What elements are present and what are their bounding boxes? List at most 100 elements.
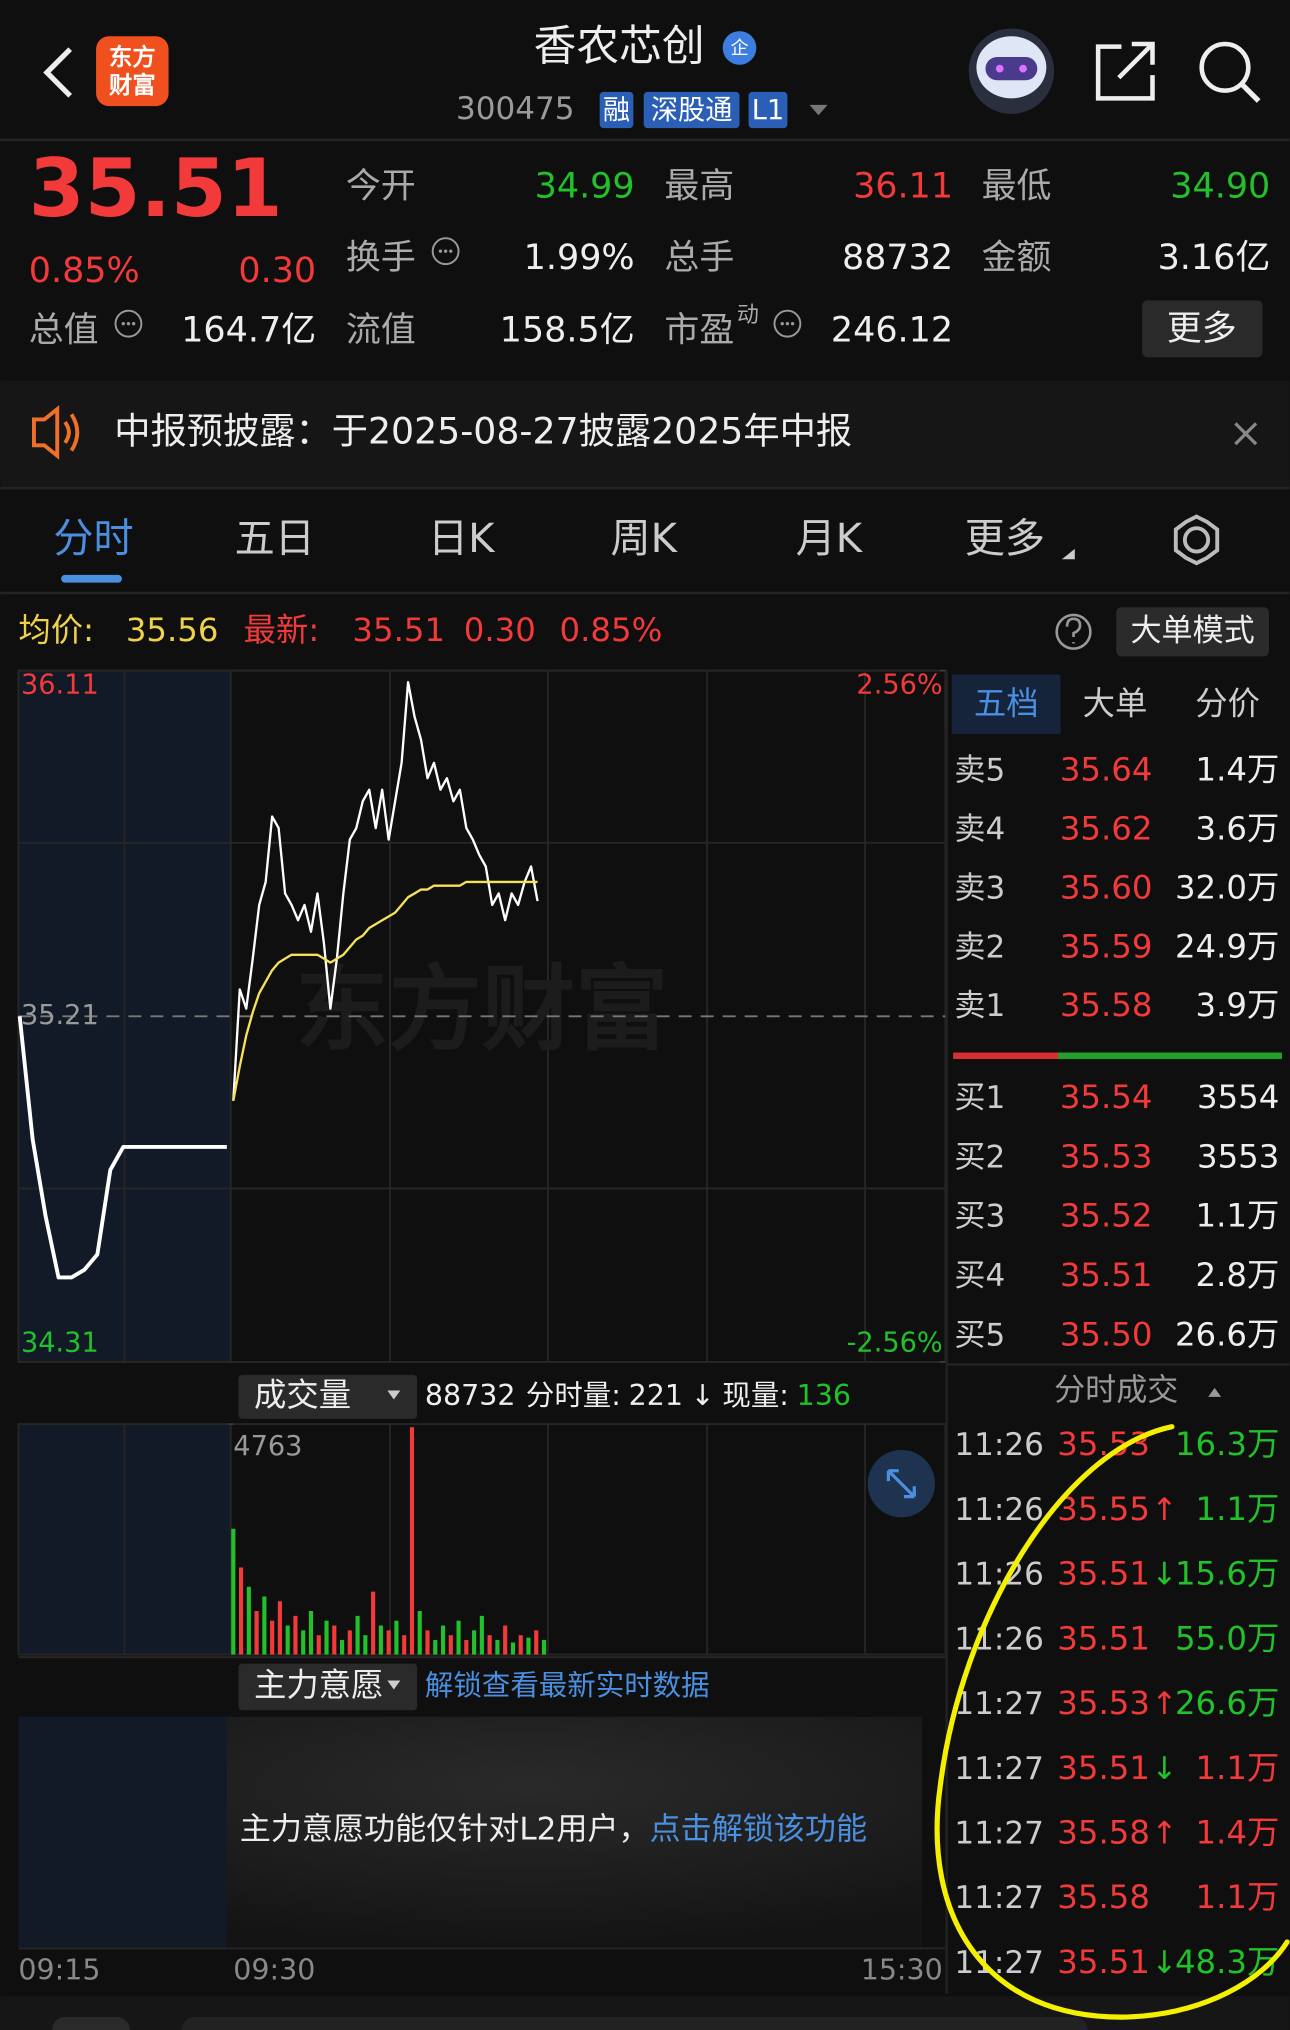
mode-button[interactable] [1116, 607, 1270, 657]
unlock-link[interactable]: 解锁查看最新实时数据 [425, 1669, 710, 1702]
field-value: 164.7亿 [181, 310, 316, 350]
volume-bar [541, 1640, 547, 1655]
book-volume: 2.8万 [1196, 1256, 1280, 1294]
share-button[interactable] [1095, 41, 1155, 101]
field-label: 总值 [29, 310, 99, 350]
info-icon[interactable] [773, 309, 802, 338]
info-dot [121, 321, 125, 326]
message-link[interactable]: 点击解锁该功能 [650, 1812, 867, 1848]
info-dot [443, 249, 448, 253]
book-label: 买1 [954, 1080, 1005, 1116]
field-value: 88732 [842, 238, 953, 278]
trade-volume: 15.6万 [1175, 1555, 1279, 1593]
volume-bar [510, 1642, 516, 1655]
close-notice[interactable] [1234, 422, 1258, 446]
field-label: 今开 [346, 167, 416, 207]
notice-bar[interactable] [0, 380, 1290, 487]
y2-tick-label: 2.56% [856, 670, 942, 701]
book-volume: 3.9万 [1196, 986, 1280, 1024]
volume-current-volume: 136 [797, 1379, 851, 1412]
field-value: 246.12 [831, 310, 953, 350]
auction-region [18, 1716, 227, 1948]
book-volume: 3554 [1197, 1078, 1279, 1116]
trade-arrow: ↓ [1151, 1557, 1177, 1593]
volume-bar [534, 1630, 539, 1655]
tab[interactable]: 周K [610, 516, 678, 562]
locked-message: 主力意愿功能仅针对L2用户，点击解锁该功能 [240, 1812, 867, 1848]
info-icon[interactable] [114, 309, 143, 338]
volume-bar [270, 1620, 275, 1655]
book-price: 35.53 [1060, 1137, 1153, 1175]
speaker-icon [31, 405, 80, 460]
settings-gear [1173, 514, 1220, 566]
tab[interactable]: 月K [796, 516, 864, 562]
avatar-eye [1019, 64, 1027, 73]
tab[interactable]: 更多 [965, 516, 1045, 562]
book-label: 买5 [954, 1317, 1005, 1353]
tab[interactable]: 日K [428, 516, 496, 562]
trades-sort [1208, 1387, 1222, 1397]
book-price: 35.51 [1060, 1256, 1153, 1294]
volume-bar [363, 1635, 368, 1655]
trades-title: 分时成交 [1054, 1373, 1178, 1409]
tab[interactable]: 分时 [53, 516, 133, 562]
volume-minute-volume: 221 [629, 1379, 683, 1412]
app-logo[interactable] [96, 36, 169, 107]
field-value: 34.90 [1170, 167, 1270, 207]
dropdown-arrow[interactable] [809, 104, 828, 116]
message: 主力意愿功能仅针对L2用户， [240, 1812, 650, 1848]
volume-bar [526, 1637, 531, 1655]
help-icon[interactable] [1055, 613, 1092, 650]
book-label: 买4 [954, 1258, 1005, 1294]
tab[interactable]: 五日 [235, 516, 315, 562]
more-button[interactable] [1142, 300, 1263, 358]
volume-bar [262, 1596, 267, 1655]
logo-text: 财富 [109, 71, 156, 99]
info-icon[interactable] [431, 237, 460, 266]
book-tab[interactable]: 五档 [974, 685, 1039, 723]
volume-summary: 88732 分时量: 221 ↓ 现量: 136 [425, 1379, 851, 1412]
latest-change: 0.30 [464, 611, 536, 649]
book-tab-active [951, 674, 1061, 735]
volume-bar [518, 1635, 523, 1655]
book-label: 卖4 [954, 812, 1005, 848]
bottom-button[interactable] [52, 2017, 130, 2030]
more-label: 更多 [1167, 309, 1237, 349]
book-tab[interactable]: 大单 [1083, 685, 1148, 723]
sell-strength [953, 1052, 1058, 1060]
volume-bar [378, 1625, 383, 1655]
period-tabs: 分时 五日 日K 周K 月K 更多 [53, 516, 1075, 583]
book-price: 35.54 [1060, 1078, 1153, 1116]
trade-arrow: ↑ [1151, 1686, 1177, 1722]
indicator-selector[interactable] [238, 1663, 418, 1711]
buy-strength [1057, 1052, 1282, 1060]
info-dot [449, 249, 453, 253]
book-price: 35.58 [1060, 986, 1153, 1024]
trade-volume: 16.3万 [1175, 1425, 1279, 1463]
latest-price: 35.51 [352, 611, 445, 649]
trade-volume: 55.0万 [1175, 1619, 1279, 1657]
volume-bar [503, 1625, 508, 1655]
volume-arrow: ↓ [691, 1379, 715, 1412]
volume-bar [316, 1635, 321, 1655]
avg-label: 均价: [18, 611, 94, 649]
volume-bar [254, 1611, 259, 1655]
book-tab[interactable]: 分价 [1195, 685, 1260, 723]
book-volume: 1.4万 [1196, 751, 1280, 789]
trade-volume: 1.1万 [1196, 1749, 1280, 1787]
trade-time: 11:27 [954, 1751, 1044, 1787]
search-button[interactable] [1199, 41, 1251, 93]
volume-bar [409, 1427, 415, 1655]
volume-selector[interactable] [238, 1374, 418, 1419]
book-volume: 3553 [1197, 1137, 1279, 1175]
back-button[interactable] [43, 47, 73, 98]
volume-bar [472, 1630, 477, 1655]
book-price: 35.52 [1060, 1197, 1153, 1235]
bottom-input[interactable] [181, 2017, 1088, 2030]
settings-icon[interactable] [1182, 526, 1211, 554]
watermark: 东方财富 [295, 955, 668, 1064]
trade-price: 35.55 [1057, 1490, 1150, 1528]
